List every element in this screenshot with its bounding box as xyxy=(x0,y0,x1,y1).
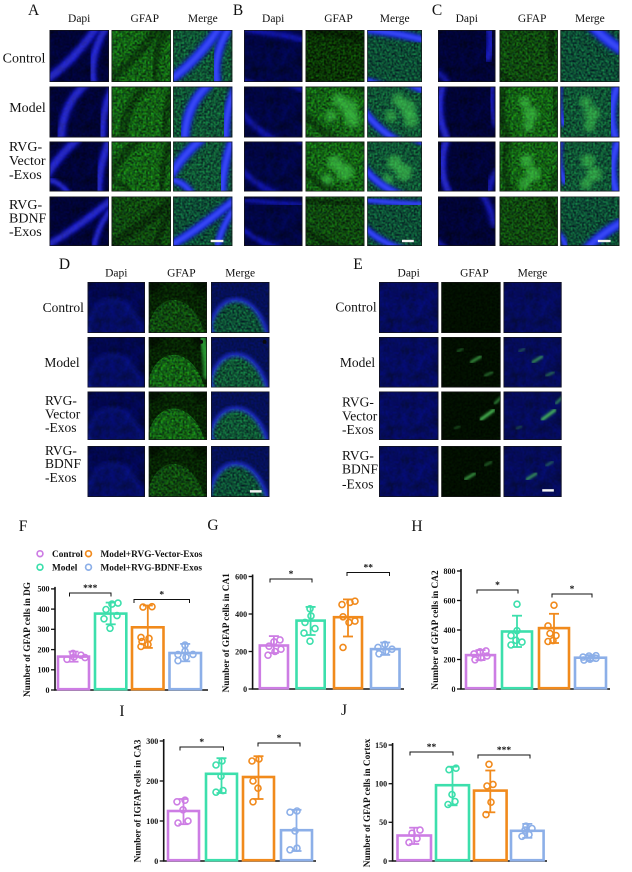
svg-text:***: *** xyxy=(497,746,512,756)
svg-text:GFAP: GFAP xyxy=(324,13,353,25)
svg-text:-Exos: -Exos xyxy=(342,422,374,437)
svg-text:-Exos: -Exos xyxy=(45,470,77,485)
svg-text:RVG-: RVG- xyxy=(9,198,42,213)
svg-text:0: 0 xyxy=(46,686,50,695)
svg-text:400: 400 xyxy=(38,605,50,614)
svg-text:Number of GFAP cells in CA1: Number of GFAP cells in CA1 xyxy=(222,573,232,693)
svg-text:Vector: Vector xyxy=(45,407,81,422)
svg-text:200: 200 xyxy=(38,645,50,654)
svg-text:0: 0 xyxy=(243,685,247,694)
svg-text:H: H xyxy=(411,518,422,535)
svg-text:-Exos: -Exos xyxy=(342,477,374,492)
svg-text:**: ** xyxy=(427,743,437,753)
svg-text:E: E xyxy=(353,256,362,273)
svg-text:200: 200 xyxy=(235,647,247,656)
svg-text:200: 200 xyxy=(146,777,158,786)
svg-text:Vector: Vector xyxy=(342,409,378,424)
svg-text:-Exos: -Exos xyxy=(9,168,42,183)
svg-text:B: B xyxy=(233,2,243,19)
svg-text:F: F xyxy=(19,518,28,535)
svg-text:A: A xyxy=(28,2,40,19)
svg-text:GFAP: GFAP xyxy=(460,268,489,280)
svg-text:Merge: Merge xyxy=(188,13,218,25)
svg-text:200: 200 xyxy=(444,655,456,664)
svg-text:BDNF: BDNF xyxy=(9,212,47,227)
svg-text:50: 50 xyxy=(379,818,387,827)
svg-text:Dapi: Dapi xyxy=(398,268,420,280)
svg-text:0: 0 xyxy=(452,685,456,694)
svg-text:300: 300 xyxy=(146,737,158,746)
svg-text:C: C xyxy=(432,2,442,19)
svg-text:100: 100 xyxy=(146,817,158,826)
svg-text:BDNF: BDNF xyxy=(342,462,379,477)
svg-text:**: ** xyxy=(363,564,373,574)
svg-text:*: * xyxy=(289,570,294,580)
svg-text:*: * xyxy=(277,734,282,744)
svg-text:Control: Control xyxy=(3,52,46,67)
svg-text:Dapi: Dapi xyxy=(105,268,127,280)
svg-text:-Exos: -Exos xyxy=(9,225,42,240)
svg-text:GFAP: GFAP xyxy=(518,13,547,25)
svg-text:Merge: Merge xyxy=(225,268,255,280)
svg-text:RVG-: RVG- xyxy=(9,140,42,155)
svg-text:GFAP: GFAP xyxy=(167,268,196,280)
svg-text:500: 500 xyxy=(38,585,50,594)
svg-text:-Exos: -Exos xyxy=(45,420,77,435)
svg-text:GFAP: GFAP xyxy=(131,13,160,25)
svg-text:Merge: Merge xyxy=(518,268,548,280)
svg-text:100: 100 xyxy=(375,780,387,789)
svg-text:RVG-: RVG- xyxy=(342,448,374,463)
svg-text:RVG-: RVG- xyxy=(342,395,374,410)
svg-text:I: I xyxy=(119,703,124,720)
svg-text:600: 600 xyxy=(444,596,456,605)
svg-text:400: 400 xyxy=(444,626,456,635)
svg-text:0: 0 xyxy=(383,857,387,866)
svg-text:Number of GFAP cells in DG: Number of GFAP cells in DG xyxy=(23,582,33,697)
svg-text:Model: Model xyxy=(44,355,79,370)
svg-text:Dapi: Dapi xyxy=(456,13,478,25)
svg-text:Control: Control xyxy=(43,300,85,315)
svg-text:J: J xyxy=(341,702,347,719)
svg-text:*: * xyxy=(495,581,500,591)
svg-text:Model: Model xyxy=(52,564,78,574)
svg-text:150: 150 xyxy=(375,741,387,750)
svg-text:Control: Control xyxy=(335,300,377,315)
svg-text:BDNF: BDNF xyxy=(45,456,82,471)
svg-text:600: 600 xyxy=(235,572,247,581)
svg-text:G: G xyxy=(207,517,218,534)
svg-text:Merge: Merge xyxy=(380,13,410,25)
svg-text:300: 300 xyxy=(38,625,50,634)
svg-text:***: *** xyxy=(83,584,98,594)
svg-text:400: 400 xyxy=(235,610,247,619)
svg-text:D: D xyxy=(59,256,70,273)
svg-text:*: * xyxy=(199,738,204,748)
svg-text:Vector: Vector xyxy=(9,154,46,169)
svg-text:Number of IGFAP cells in CA3: Number of IGFAP cells in CA3 xyxy=(134,739,144,862)
svg-text:800: 800 xyxy=(444,567,456,576)
svg-text:Model+RVG-BDNF-Exos: Model+RVG-BDNF-Exos xyxy=(101,564,203,574)
svg-text:100: 100 xyxy=(38,666,50,675)
svg-text:*: * xyxy=(570,585,575,595)
svg-text:*: * xyxy=(159,591,164,601)
svg-text:Model: Model xyxy=(340,355,375,370)
svg-text:0: 0 xyxy=(154,857,158,866)
svg-text:Model: Model xyxy=(9,101,46,116)
svg-text:Dapi: Dapi xyxy=(262,13,284,25)
svg-text:Model+RVG-Vector-Exos: Model+RVG-Vector-Exos xyxy=(101,550,203,560)
svg-text:RVG-: RVG- xyxy=(45,443,77,458)
svg-text:Merge: Merge xyxy=(575,13,605,25)
svg-text:RVG-: RVG- xyxy=(45,393,77,408)
svg-text:Control: Control xyxy=(52,550,83,560)
svg-text:Number of GFAP cells in Cortex: Number of GFAP cells in Cortex xyxy=(363,738,373,867)
svg-text:Number of GFAP cells in CA2: Number of GFAP cells in CA2 xyxy=(431,570,441,690)
svg-text:Dapi: Dapi xyxy=(68,13,90,25)
